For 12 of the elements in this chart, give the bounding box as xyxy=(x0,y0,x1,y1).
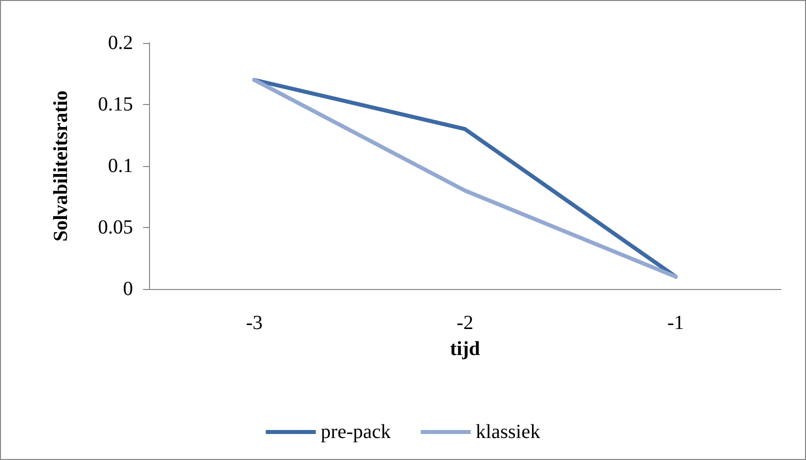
y-tick-label: 0.2 xyxy=(108,32,133,54)
x-tick-label: -2 xyxy=(456,312,474,334)
legend-label: klassiek xyxy=(476,421,540,443)
x-tick-label: -1 xyxy=(667,312,684,334)
y-axis-title: Solvabiliteitsratio xyxy=(50,90,72,242)
y-tick-label: 0.05 xyxy=(98,216,133,238)
x-tick-label: -3 xyxy=(246,312,263,334)
legend-label: pre-pack xyxy=(320,421,391,443)
y-tick-label: 0.15 xyxy=(98,94,133,116)
x-axis-title: tijd xyxy=(450,338,480,360)
y-tick-label: 0 xyxy=(123,278,133,300)
y-tick-label: 0.1 xyxy=(108,155,133,177)
